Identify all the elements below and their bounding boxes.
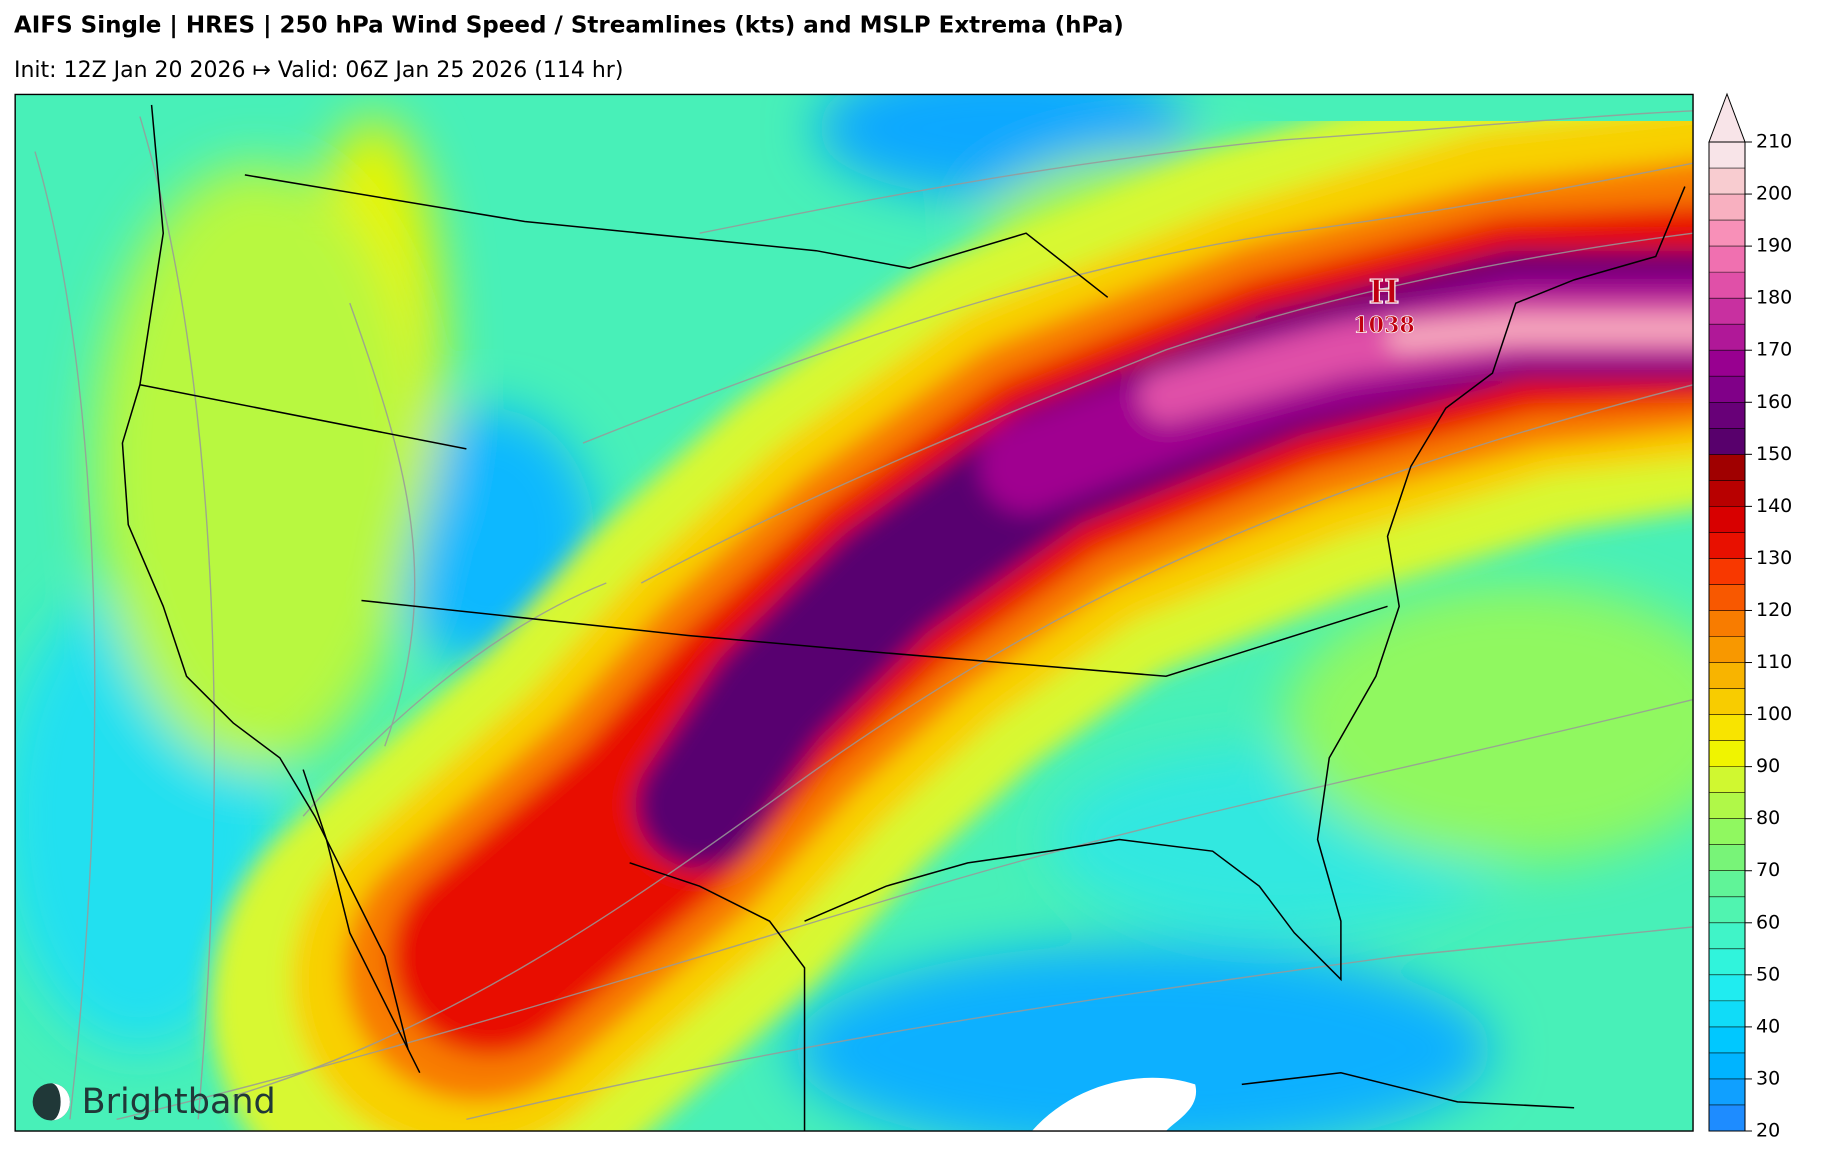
streamlines bbox=[34, 110, 1694, 1121]
colorbar-segment bbox=[1709, 1026, 1745, 1054]
colorbar-segment bbox=[1709, 844, 1745, 872]
colorbar-tick-label: 90 bbox=[1756, 755, 1780, 777]
colorbar-tick-label: 150 bbox=[1756, 443, 1792, 465]
map: H 1038 Brightband bbox=[14, 93, 1694, 1132]
colorbar-segment bbox=[1709, 922, 1745, 950]
colorbar-tick-label: 210 bbox=[1756, 131, 1792, 153]
colorbar-frame bbox=[1708, 141, 1746, 1132]
coastlines bbox=[121, 104, 1686, 1132]
colorbar-tick-label: 130 bbox=[1756, 547, 1792, 569]
colorbar-segment bbox=[1709, 402, 1745, 429]
colorbar-segment bbox=[1709, 688, 1745, 716]
colorbar-segment bbox=[1709, 636, 1745, 664]
colorbar-segment bbox=[1709, 1052, 1745, 1080]
colorbar-segment bbox=[1709, 480, 1745, 507]
colorbar-tick-label: 110 bbox=[1756, 651, 1792, 673]
colorbar-segment bbox=[1709, 324, 1745, 351]
colorbar-tick-label: 70 bbox=[1756, 859, 1780, 881]
colorbar-segment bbox=[1709, 610, 1745, 637]
colorbar-segment bbox=[1709, 584, 1745, 611]
colorbar-tick-label: 100 bbox=[1756, 703, 1792, 725]
title: AIFS Single | HRES | 250 hPa Wind Speed … bbox=[14, 13, 1124, 39]
colorbar-tick-label: 50 bbox=[1756, 963, 1780, 985]
colorbar-tick-label: 80 bbox=[1756, 807, 1780, 829]
colorbar-segment bbox=[1709, 298, 1745, 325]
colorbar-segment bbox=[1709, 1078, 1745, 1106]
colorbar-tick-label: 120 bbox=[1756, 599, 1792, 621]
colorbar-segment bbox=[1709, 532, 1745, 559]
colorbar-tick-label: 140 bbox=[1756, 495, 1792, 517]
colorbar-segment bbox=[1709, 454, 1745, 481]
logo-icon-cut bbox=[51, 1083, 70, 1121]
colorbar-segment bbox=[1709, 792, 1745, 820]
colorbar-tick-label: 40 bbox=[1756, 1015, 1780, 1037]
colorbar-segment bbox=[1709, 168, 1745, 195]
colorbar-segment bbox=[1709, 766, 1745, 794]
colorbar-tick-label: 180 bbox=[1756, 287, 1792, 309]
colorbar-tick-label: 200 bbox=[1756, 183, 1792, 205]
colorbar-segment bbox=[1709, 506, 1745, 533]
colorbar-segment bbox=[1709, 1104, 1745, 1132]
wind-field bbox=[15, 94, 1694, 1132]
colorbar-segment bbox=[1709, 246, 1745, 273]
colorbar-segment bbox=[1709, 376, 1745, 403]
colorbar-segment bbox=[1709, 142, 1745, 169]
colorbar-segment bbox=[1709, 974, 1745, 1002]
colorbar-tick-label: 190 bbox=[1756, 235, 1792, 257]
colorbar-segment bbox=[1709, 740, 1745, 768]
colorbar-tick-label: 20 bbox=[1756, 1120, 1780, 1142]
colorbar-tick-label: 30 bbox=[1756, 1067, 1780, 1089]
colorbar-segment bbox=[1709, 870, 1745, 898]
colorbar-tick-label: 60 bbox=[1756, 911, 1780, 933]
extremum-value: 1038 bbox=[1353, 312, 1415, 338]
colorbar-segment bbox=[1709, 428, 1745, 455]
colorbar-segment bbox=[1709, 896, 1745, 924]
colorbar-segment bbox=[1709, 818, 1745, 846]
extremum-symbol: H bbox=[1369, 272, 1400, 311]
colorbar-segment bbox=[1709, 662, 1745, 690]
colorbar-tick-label: 170 bbox=[1756, 339, 1792, 361]
colorbar-segment bbox=[1709, 948, 1745, 976]
subtitle: Init: 12Z Jan 20 2026 ↦ Valid: 06Z Jan 2… bbox=[14, 58, 623, 83]
colorbar-segment bbox=[1709, 1000, 1745, 1028]
colorbar-extension bbox=[1708, 92, 1746, 143]
colorbar-segment bbox=[1709, 272, 1745, 299]
colorbar-segment bbox=[1709, 558, 1745, 585]
colorbar-segment bbox=[1709, 220, 1745, 247]
colorbar-segment bbox=[1709, 714, 1745, 742]
logo: Brightband bbox=[82, 1082, 276, 1122]
colorbar-segment bbox=[1709, 350, 1745, 377]
colorbar: 20 30 40 50 60 70 80 90 100 110 120 130 140 150 160 170… bbox=[1708, 92, 1792, 1142]
colorbar-segment bbox=[1709, 194, 1745, 221]
colorbar-tick-label: 160 bbox=[1756, 391, 1792, 413]
